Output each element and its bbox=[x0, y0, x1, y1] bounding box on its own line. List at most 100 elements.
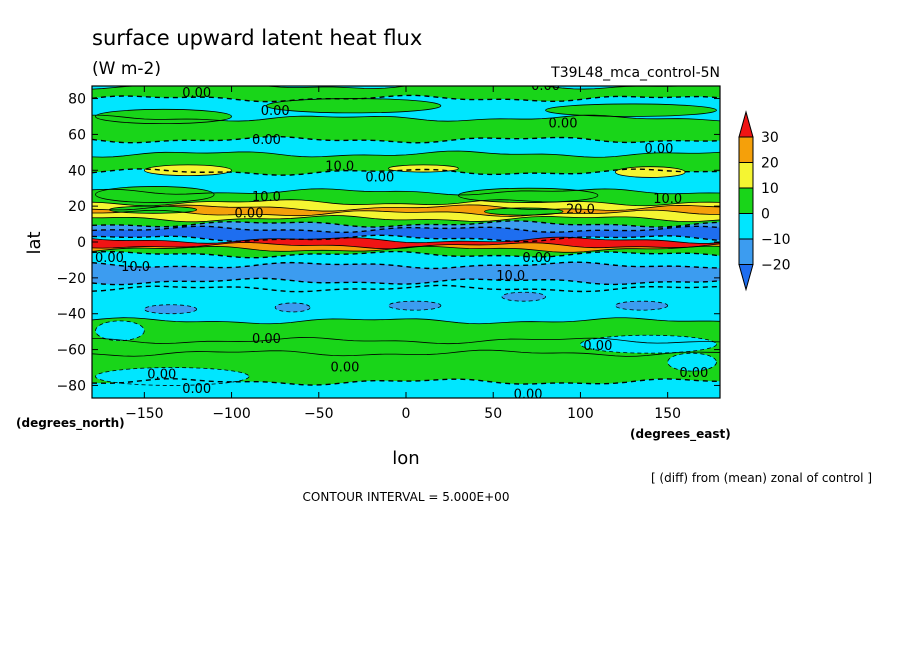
contour-band bbox=[92, 136, 720, 158]
contour-band bbox=[92, 168, 720, 195]
contour-band bbox=[92, 278, 720, 292]
contour-line bbox=[92, 220, 720, 228]
contour-interval: CONTOUR INTERVAL = 5.000E+00 bbox=[303, 490, 510, 504]
contour-patch bbox=[274, 302, 311, 313]
contour-line bbox=[92, 135, 720, 144]
contour-line bbox=[92, 378, 720, 386]
y-tick-label: 40 bbox=[68, 163, 86, 179]
y-tick-label: −20 bbox=[56, 271, 86, 287]
y-tick-label: −60 bbox=[56, 343, 86, 359]
contour-label: 0.00 bbox=[235, 206, 264, 221]
contour-patch bbox=[388, 300, 442, 311]
contour-patch bbox=[95, 186, 215, 203]
contour-label: 10.0 bbox=[121, 260, 150, 275]
x-axis-label: lon bbox=[392, 448, 419, 469]
contour-line bbox=[92, 234, 720, 243]
contour-line bbox=[92, 317, 720, 325]
contour-label: 10.0 bbox=[653, 192, 682, 207]
contour-label: 0.00 bbox=[147, 368, 176, 383]
diff-note: [ (diff) from (mean) zonal of control ] bbox=[651, 471, 872, 485]
contour-line bbox=[92, 94, 720, 103]
y-unit-label: (degrees_north) bbox=[16, 416, 125, 431]
contour-line bbox=[92, 349, 720, 357]
contour-label: 0.00 bbox=[583, 339, 612, 354]
contour-label: 0.00 bbox=[261, 104, 290, 119]
contour-label: 0.00 bbox=[644, 142, 673, 157]
contour-patches bbox=[95, 98, 717, 386]
contour-line bbox=[92, 150, 720, 158]
contour-patch bbox=[95, 320, 145, 342]
contour-line bbox=[92, 215, 720, 223]
colorbar-arrow-top bbox=[738, 110, 754, 138]
run-label: T39L48_mca_control-5N bbox=[550, 65, 720, 81]
x-tick-label: −100 bbox=[212, 406, 250, 422]
y-tick-label: −40 bbox=[56, 307, 86, 323]
contour-label: 0.00 bbox=[330, 361, 359, 376]
x-tick-label: 150 bbox=[654, 406, 681, 422]
y-tick-label: 0 bbox=[77, 235, 86, 251]
contour-band bbox=[92, 86, 720, 102]
contour-patch bbox=[614, 300, 669, 311]
contour-band bbox=[92, 199, 720, 212]
contour-label: 0.00 bbox=[252, 332, 281, 347]
contour-line bbox=[92, 261, 720, 270]
y-axis-ticks: −80 −60 −40 −20 0 20 40 60 80 bbox=[56, 92, 720, 394]
colorbar-level-label: 10 bbox=[761, 181, 779, 197]
contour-line bbox=[92, 236, 720, 244]
x-tick-label: 100 bbox=[567, 406, 594, 422]
contour-line bbox=[92, 277, 720, 286]
colorbar-segment bbox=[738, 187, 754, 214]
contour-patch bbox=[545, 103, 717, 117]
contour-line bbox=[92, 225, 720, 234]
colorbar-level-label: 30 bbox=[761, 130, 779, 146]
contour-band bbox=[92, 115, 720, 143]
x-tick-label: −50 bbox=[304, 406, 334, 422]
contour-patch bbox=[457, 187, 599, 203]
contour-line bbox=[92, 245, 720, 253]
contour-line bbox=[92, 168, 720, 176]
x-unit-label: (degrees_east) bbox=[630, 427, 731, 442]
contour-label: 0.00 bbox=[522, 251, 551, 266]
contour-band bbox=[92, 204, 720, 217]
y-tick-label: −80 bbox=[56, 378, 86, 394]
contour-label: 20.0 bbox=[566, 203, 595, 218]
contour-patch bbox=[501, 291, 546, 302]
contour-patch bbox=[95, 108, 232, 125]
colorbar: 30 20 10 0 −10 −20 bbox=[738, 110, 791, 292]
x-axis-ticks: −150 −100 −50 0 50 100 150 bbox=[125, 86, 681, 422]
contour-label: 0.00 bbox=[365, 170, 394, 185]
y-tick-label: 80 bbox=[68, 92, 86, 108]
contour-patch bbox=[667, 352, 717, 372]
colorbar-level-label: 0 bbox=[761, 207, 770, 223]
contour-label: 0.00 bbox=[514, 387, 543, 402]
y-tick-label: 20 bbox=[68, 199, 86, 215]
contour-line bbox=[92, 284, 720, 293]
contour-patch bbox=[143, 164, 232, 177]
contour-patch bbox=[388, 164, 459, 173]
contour-band bbox=[92, 210, 720, 222]
contour-line bbox=[92, 204, 720, 212]
contour-line bbox=[92, 209, 720, 217]
colorbar-level-label: 20 bbox=[761, 156, 779, 172]
contour-label: 0.00 bbox=[95, 251, 124, 266]
contour-line bbox=[92, 242, 720, 250]
contour-band bbox=[92, 262, 720, 285]
contour-label: 0.00 bbox=[182, 382, 211, 397]
colorbar-segment bbox=[738, 162, 754, 189]
colorbar-arrow-bottom bbox=[738, 264, 754, 292]
x-tick-label: 50 bbox=[484, 406, 502, 422]
contour-patch bbox=[614, 166, 686, 178]
contour-line bbox=[92, 114, 720, 122]
contour-lines bbox=[92, 86, 720, 386]
contour-label: 10.0 bbox=[325, 160, 354, 175]
colorbar-segment bbox=[738, 213, 754, 240]
contour-label: 0.00 bbox=[531, 79, 560, 94]
colorbar-level-label: −20 bbox=[761, 258, 791, 274]
y-axis-label: lat bbox=[24, 231, 45, 254]
contour-patch bbox=[143, 304, 198, 315]
y-tick-label: 60 bbox=[68, 127, 86, 143]
colorbar-segment bbox=[738, 238, 754, 265]
